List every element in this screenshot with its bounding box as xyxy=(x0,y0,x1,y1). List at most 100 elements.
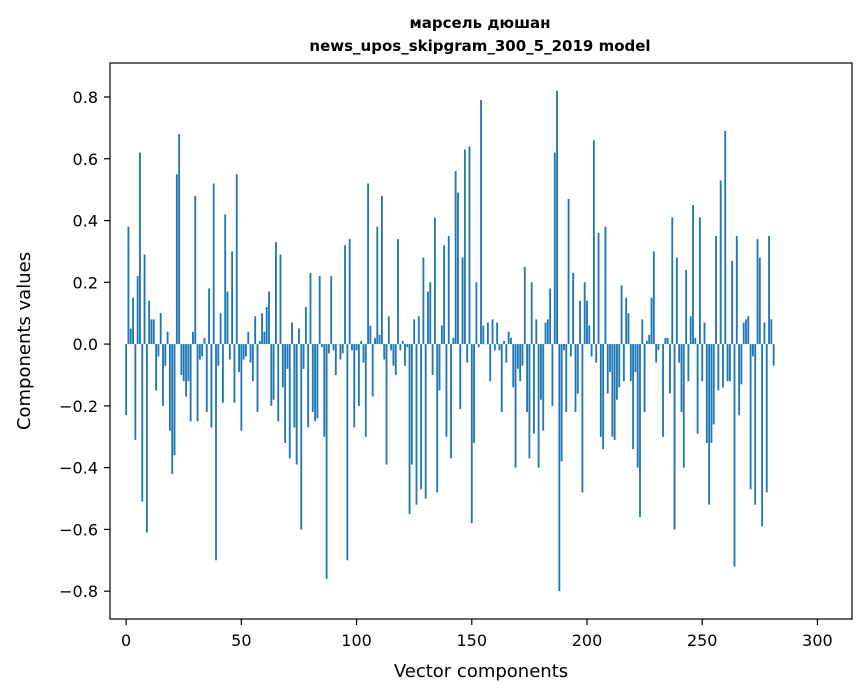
bar-79 xyxy=(307,344,310,428)
bar-217 xyxy=(625,297,628,345)
bar-113 xyxy=(385,344,388,465)
bar-226 xyxy=(645,341,648,345)
bar-204 xyxy=(595,344,598,363)
bar-273 xyxy=(754,344,757,505)
bar-274 xyxy=(756,239,759,345)
x-tick-label: 300 xyxy=(802,631,833,650)
bar-251 xyxy=(703,322,706,345)
bar-184 xyxy=(549,288,552,345)
bar-188 xyxy=(558,344,561,592)
bar-125 xyxy=(413,319,416,345)
y-axis-label: Components values xyxy=(14,252,35,430)
bar-267 xyxy=(740,344,743,385)
bar-5 xyxy=(136,276,139,345)
bar-150 xyxy=(470,344,473,524)
bars-group xyxy=(125,90,775,592)
bar-208 xyxy=(604,226,607,345)
bar-199 xyxy=(583,282,586,345)
bar-64 xyxy=(272,344,275,400)
bar-0 xyxy=(125,344,128,416)
bar-34 xyxy=(203,337,206,345)
bar-13 xyxy=(155,344,158,391)
bar-12 xyxy=(152,319,155,345)
bar-146 xyxy=(461,257,464,345)
bar-179 xyxy=(537,344,540,468)
bar-136 xyxy=(438,344,441,391)
bar-135 xyxy=(436,344,439,493)
bar-183 xyxy=(546,319,549,345)
bar-94 xyxy=(341,344,344,354)
bar-197 xyxy=(579,300,582,345)
bar-33 xyxy=(201,344,204,357)
bar-63 xyxy=(270,344,273,406)
bar-165 xyxy=(505,344,508,363)
bar-210 xyxy=(609,344,611,372)
y-tick-label: −0.2 xyxy=(59,397,98,416)
bar-87 xyxy=(325,344,328,579)
bar-132 xyxy=(429,282,432,345)
x-axis-ticks: 0 50 100 150 200 250 300 xyxy=(121,619,833,650)
bar-213 xyxy=(616,344,618,400)
bar-100 xyxy=(355,344,358,351)
bar-260 xyxy=(724,130,727,345)
y-tick-label: 0.0 xyxy=(73,335,98,354)
bar-173 xyxy=(523,266,526,345)
bar-69 xyxy=(284,344,287,443)
bar-279 xyxy=(768,235,770,345)
bar-275 xyxy=(758,257,761,345)
bar-158 xyxy=(489,344,492,382)
bar-90 xyxy=(332,344,335,351)
bar-278 xyxy=(765,344,768,493)
bar-22 xyxy=(175,174,178,345)
bar-57 xyxy=(256,344,259,413)
bar-281 xyxy=(772,344,775,366)
plot-frame xyxy=(109,62,853,620)
bar-84 xyxy=(318,276,321,345)
bar-187 xyxy=(556,90,558,345)
bar-122 xyxy=(406,344,409,348)
bar-76 xyxy=(300,344,303,530)
bar-259 xyxy=(722,344,724,388)
bar-229 xyxy=(652,251,655,345)
x-tick-label: 250 xyxy=(687,631,718,650)
bar-81 xyxy=(311,344,314,413)
bar-161 xyxy=(496,322,499,345)
bar-68 xyxy=(281,344,284,388)
bar-70 xyxy=(286,344,289,369)
bar-28 xyxy=(189,344,192,422)
bar-138 xyxy=(443,245,446,345)
x-tick-label: 100 xyxy=(341,631,372,650)
bar-59 xyxy=(261,313,264,345)
bar-55 xyxy=(251,344,254,382)
chart-title-line-2: news_upos_skipgram_300_5_2019 model xyxy=(309,37,650,55)
bar-32 xyxy=(198,344,201,360)
bar-151 xyxy=(473,344,476,443)
bar-77 xyxy=(302,344,305,369)
bar-180 xyxy=(539,344,542,400)
bar-153 xyxy=(477,344,480,348)
bar-10 xyxy=(148,300,151,345)
bar-48 xyxy=(235,174,238,345)
bar-20 xyxy=(171,344,174,474)
bar-14 xyxy=(157,344,160,357)
x-tick-label: 200 xyxy=(572,631,603,650)
bar-52 xyxy=(245,344,247,357)
bar-124 xyxy=(410,344,413,465)
bar-205 xyxy=(597,232,600,345)
bar-162 xyxy=(498,344,501,351)
bar-105 xyxy=(367,183,370,345)
bar-163 xyxy=(500,344,503,413)
x-tick-label: 50 xyxy=(231,631,251,650)
bar-114 xyxy=(387,316,390,345)
bar-186 xyxy=(553,152,556,345)
bar-206 xyxy=(599,344,602,437)
bar-193 xyxy=(569,344,572,357)
bar-221 xyxy=(634,344,637,372)
bar-228 xyxy=(650,297,653,345)
bar-103 xyxy=(362,344,365,363)
bar-99 xyxy=(353,344,356,428)
bar-116 xyxy=(392,344,395,366)
bar-160 xyxy=(493,344,496,351)
bar-169 xyxy=(514,344,517,468)
bar-19 xyxy=(168,344,171,431)
